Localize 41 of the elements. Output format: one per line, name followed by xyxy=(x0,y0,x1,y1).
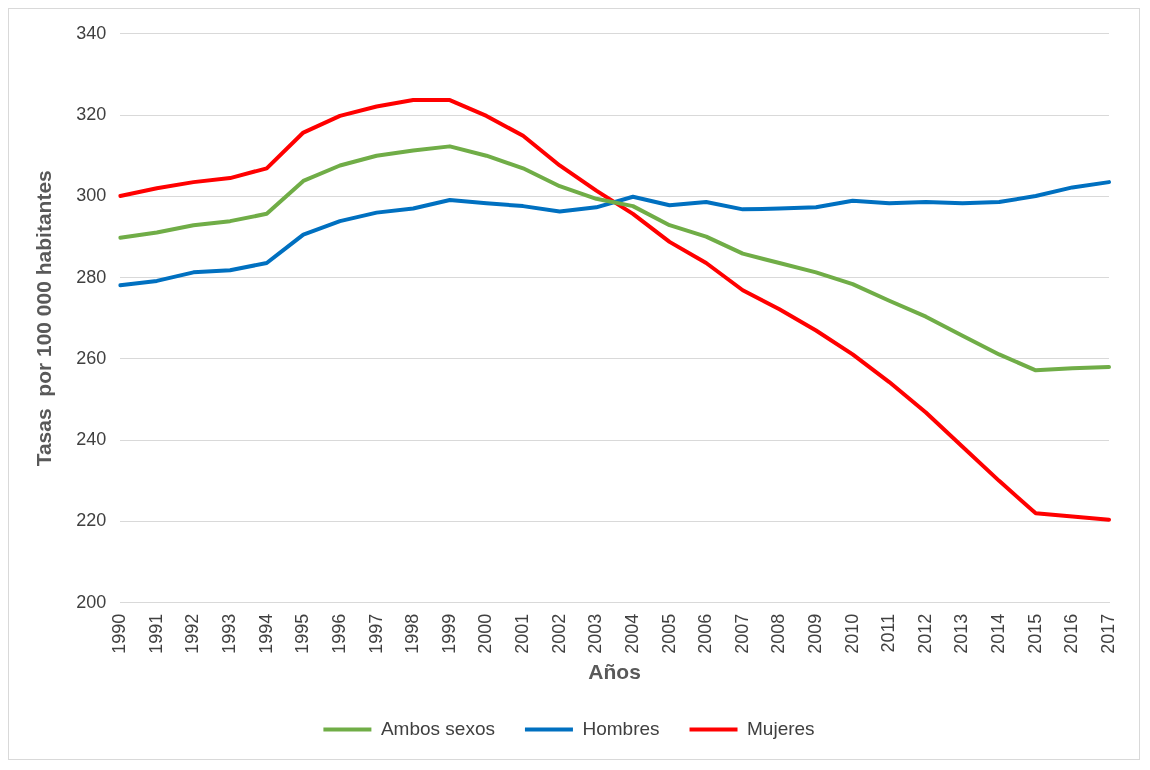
x-tick-label: 2001 xyxy=(512,613,533,654)
x-tick-label: 1993 xyxy=(219,613,240,654)
x-tick-label: 1992 xyxy=(182,613,203,654)
x-tick-label: 2008 xyxy=(768,613,789,654)
x-tick-label: 2015 xyxy=(1024,613,1045,654)
y-tick-label: 300 xyxy=(76,185,107,206)
x-tick-label: 2006 xyxy=(695,613,716,654)
y-tick-label: 200 xyxy=(76,591,107,612)
x-tick-label: 2000 xyxy=(475,613,496,654)
x-tick-label: 1998 xyxy=(402,613,423,654)
x-tick-label: 2004 xyxy=(621,613,642,654)
x-tick-label: 2011 xyxy=(878,613,899,653)
x-tick-label: 1996 xyxy=(328,613,349,654)
x-tick-label: 2010 xyxy=(841,613,862,654)
x-tick-label: 2016 xyxy=(1061,613,1082,654)
y-tick-label: 240 xyxy=(76,429,107,450)
x-tick-label: 2009 xyxy=(805,613,825,654)
x-tick-label: 1990 xyxy=(109,613,130,654)
x-tick-label: 2003 xyxy=(585,613,606,654)
x-tick-label: 2013 xyxy=(951,613,972,654)
x-tick-label: 1991 xyxy=(145,613,166,654)
x-tick-label: 2005 xyxy=(658,613,679,654)
x-tick-label: 2014 xyxy=(988,613,1009,654)
legend-label: Hombres xyxy=(582,717,660,739)
x-tick-label: 1995 xyxy=(292,613,313,654)
y-axis-title: Tasas por 100 000 habitantes xyxy=(32,170,56,467)
y-tick-label: 220 xyxy=(76,510,107,531)
x-tick-label: 2002 xyxy=(548,613,569,654)
x-tick-label: 1999 xyxy=(438,613,459,654)
y-tick-label: 260 xyxy=(76,347,107,368)
x-tick-label: 2012 xyxy=(914,613,935,654)
x-tick-label: 1997 xyxy=(365,613,386,654)
x-tick-label: 2017 xyxy=(1097,613,1118,654)
legend-label: Ambos sexos xyxy=(380,717,495,739)
x-tick-label: 1994 xyxy=(255,613,276,654)
legend-label: Mujeres xyxy=(747,717,815,739)
x-axis-title: Años xyxy=(588,660,641,684)
x-tick-label: 2007 xyxy=(731,613,752,654)
y-tick-label: 280 xyxy=(76,266,107,287)
y-tick-label: 320 xyxy=(76,104,107,125)
y-tick-label: 340 xyxy=(76,22,107,43)
